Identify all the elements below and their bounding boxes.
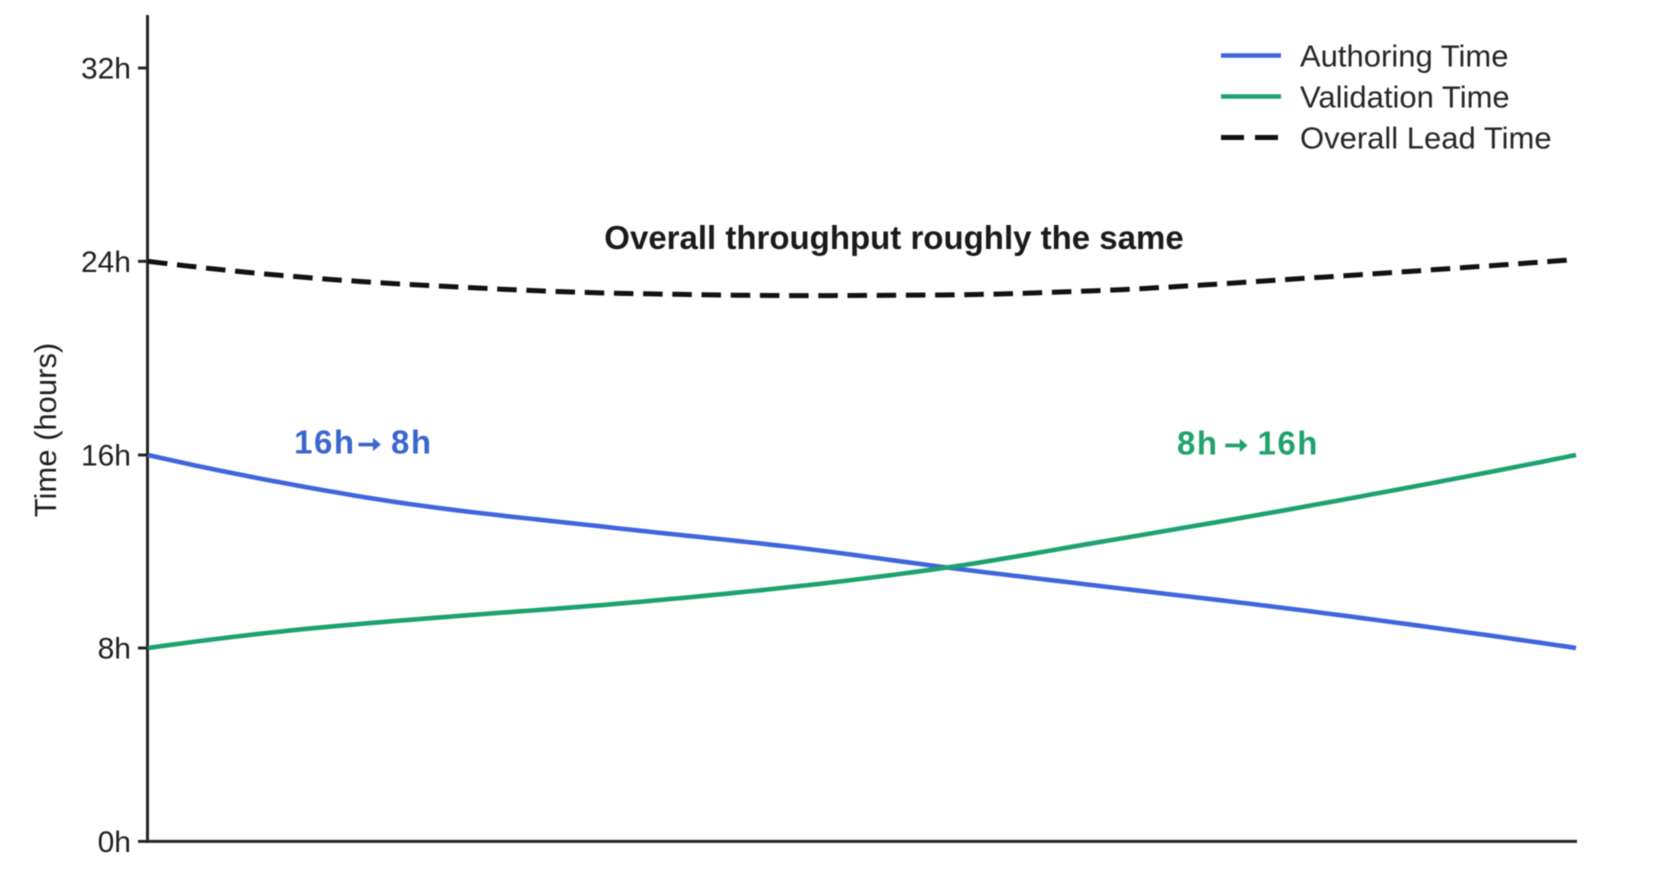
svg-text:16h: 16h [81,440,131,473]
svg-text:8h: 8h [1177,425,1219,462]
svg-text:Validation Time: Validation Time [1300,80,1510,115]
svg-text:Time (hours): Time (hours) [28,343,63,518]
svg-text:Overall Lead Time: Overall Lead Time [1300,121,1552,156]
svg-text:8h: 8h [391,424,433,461]
svg-text:8h: 8h [98,633,131,666]
svg-text:24h: 24h [81,246,131,279]
svg-text:16h: 16h [1258,425,1319,462]
svg-text:16h: 16h [294,424,355,461]
svg-text:Overall throughput roughly the: Overall throughput roughly the same [604,219,1183,256]
svg-text:32h: 32h [81,53,131,86]
svg-text:0h: 0h [98,826,131,859]
svg-text:Authoring Time: Authoring Time [1300,39,1509,74]
